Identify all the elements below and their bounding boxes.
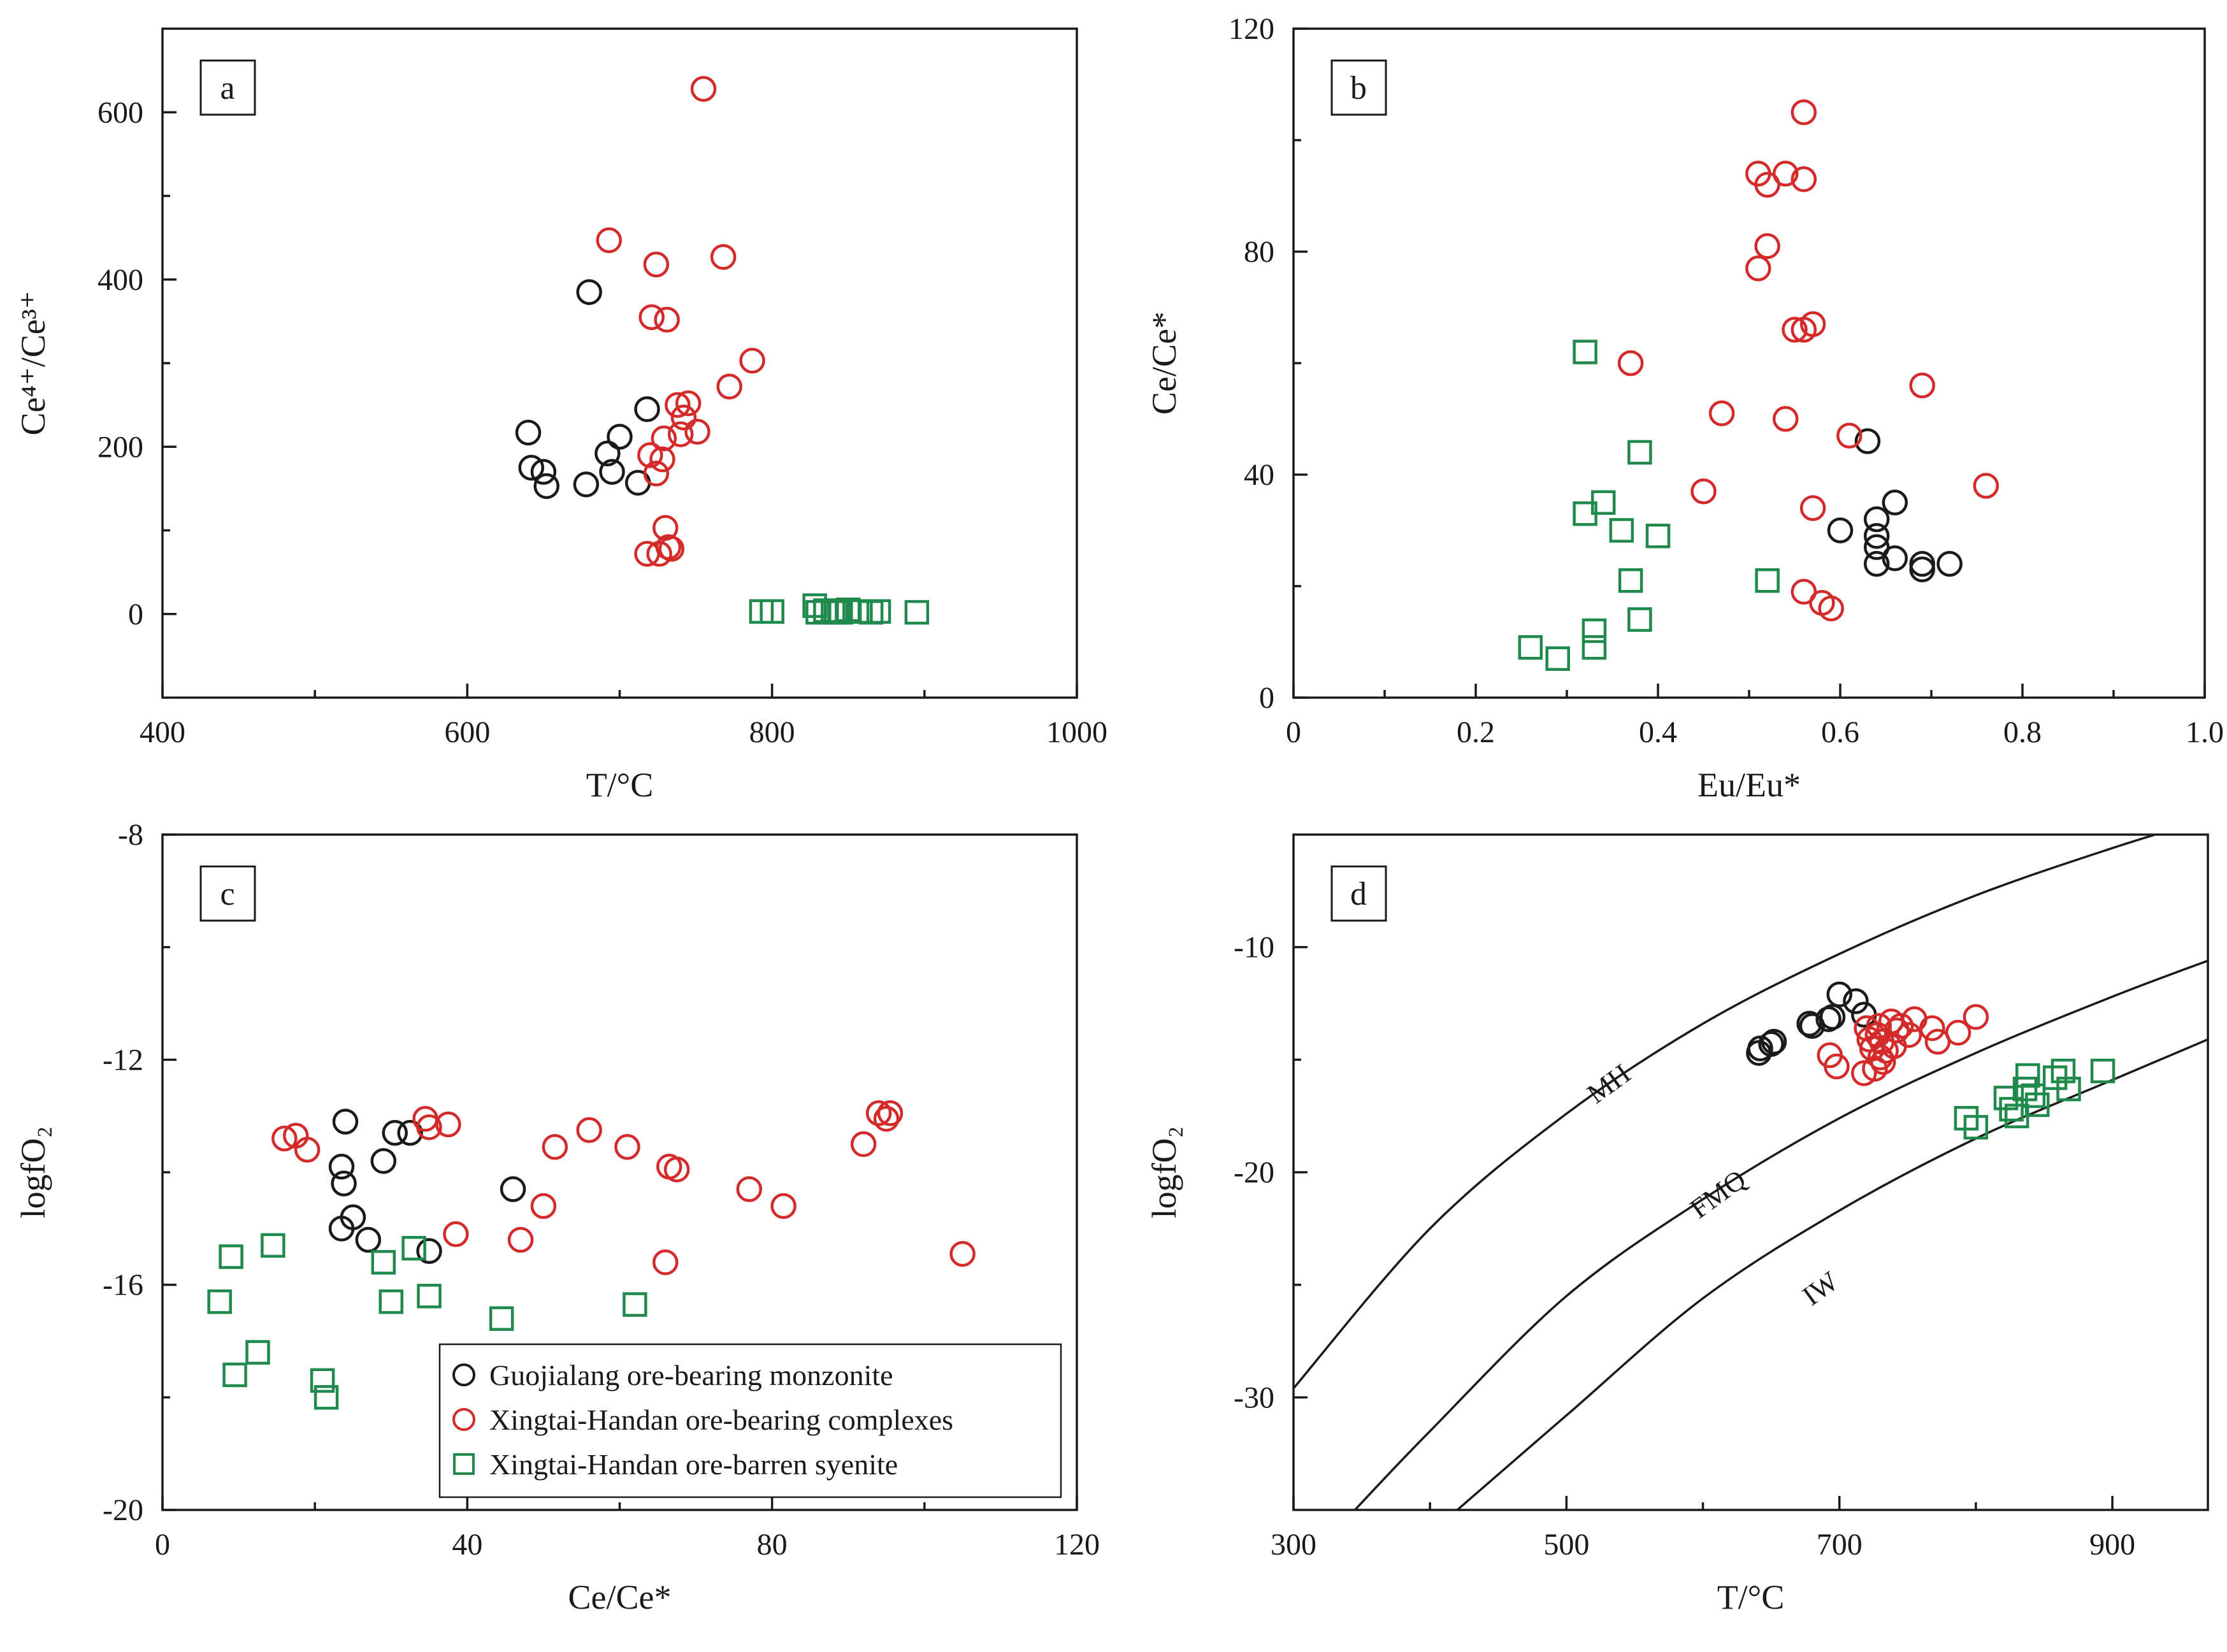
x-tick-label: 0 [1286,715,1301,749]
x-tick-label: 0 [155,1528,170,1562]
y-tick-label: 400 [97,263,143,297]
x-tick-label: 800 [749,715,795,749]
x-axis-title: T/°C [586,766,654,804]
y-tick-label: -8 [118,818,143,852]
y-tick-label: 200 [97,430,143,464]
y-axis-title: logfO₂ [14,1126,52,1219]
y-tick-label: 0 [1259,681,1274,715]
x-tick-label: 0.2 [1457,715,1495,749]
y-axis-title: logfO₂ [1145,1126,1183,1219]
y-tick-label: 120 [1229,12,1274,46]
x-tick-label: 400 [140,715,185,749]
y-tick-label: -10 [1234,931,1274,965]
y-tick-label: 600 [97,96,143,129]
legend-label: Xingtai-Handan ore-bearing complexes [489,1404,953,1436]
x-axis-title: Eu/Eu* [1697,766,1801,804]
x-tick-label: 0.6 [1821,715,1859,749]
x-tick-label: 120 [1054,1528,1100,1562]
figure-canvas: 40060080010000200400600T/°CCe⁴⁺/Ce³⁺a 00… [0,0,2227,1652]
x-tick-label: 40 [452,1528,482,1562]
legend-label: Guojialang ore-bearing monzonite [489,1359,893,1391]
x-axis-title: Ce/Ce* [568,1578,672,1616]
x-tick-label: 900 [2089,1528,2135,1562]
panel-letter: a [220,70,234,106]
x-tick-label: 0.8 [2003,715,2042,749]
y-tick-label: -16 [103,1268,143,1302]
x-tick-label: 1.0 [2186,715,2224,749]
y-tick-label: -20 [1234,1156,1274,1189]
x-tick-label: 300 [1271,1528,1316,1562]
x-tick-label: 80 [757,1528,788,1562]
y-tick-label: -12 [103,1043,143,1077]
y-tick-label: -30 [1234,1381,1274,1414]
x-tick-label: 0.4 [1639,715,1677,749]
legend-entry-2: Xingtai-Handan ore-barren syenite [454,1448,898,1481]
legend-label: Xingtai-Handan ore-barren syenite [489,1448,898,1481]
x-axis-title: T/°C [1717,1578,1785,1616]
x-tick-label: 500 [1543,1528,1589,1562]
y-tick-label: -20 [103,1493,143,1527]
panel-letter: d [1350,876,1367,912]
y-tick-label: 40 [1244,458,1274,492]
legend-entry-0: Guojialang ore-bearing monzonite [454,1359,893,1391]
x-tick-label: 600 [444,715,490,749]
x-tick-label: 1000 [1046,715,1107,749]
legend-entry-1: Xingtai-Handan ore-bearing complexes [454,1404,953,1436]
figure-background [0,0,2227,1652]
y-axis-title: Ce⁴⁺/Ce³⁺ [14,291,52,436]
y-tick-label: 80 [1244,235,1274,269]
panel-letter: b [1350,70,1367,106]
y-axis-title: Ce/Ce* [1145,312,1183,415]
x-tick-label: 700 [1817,1528,1863,1562]
panel-letter: c [220,876,234,912]
y-tick-label: 0 [128,598,143,631]
